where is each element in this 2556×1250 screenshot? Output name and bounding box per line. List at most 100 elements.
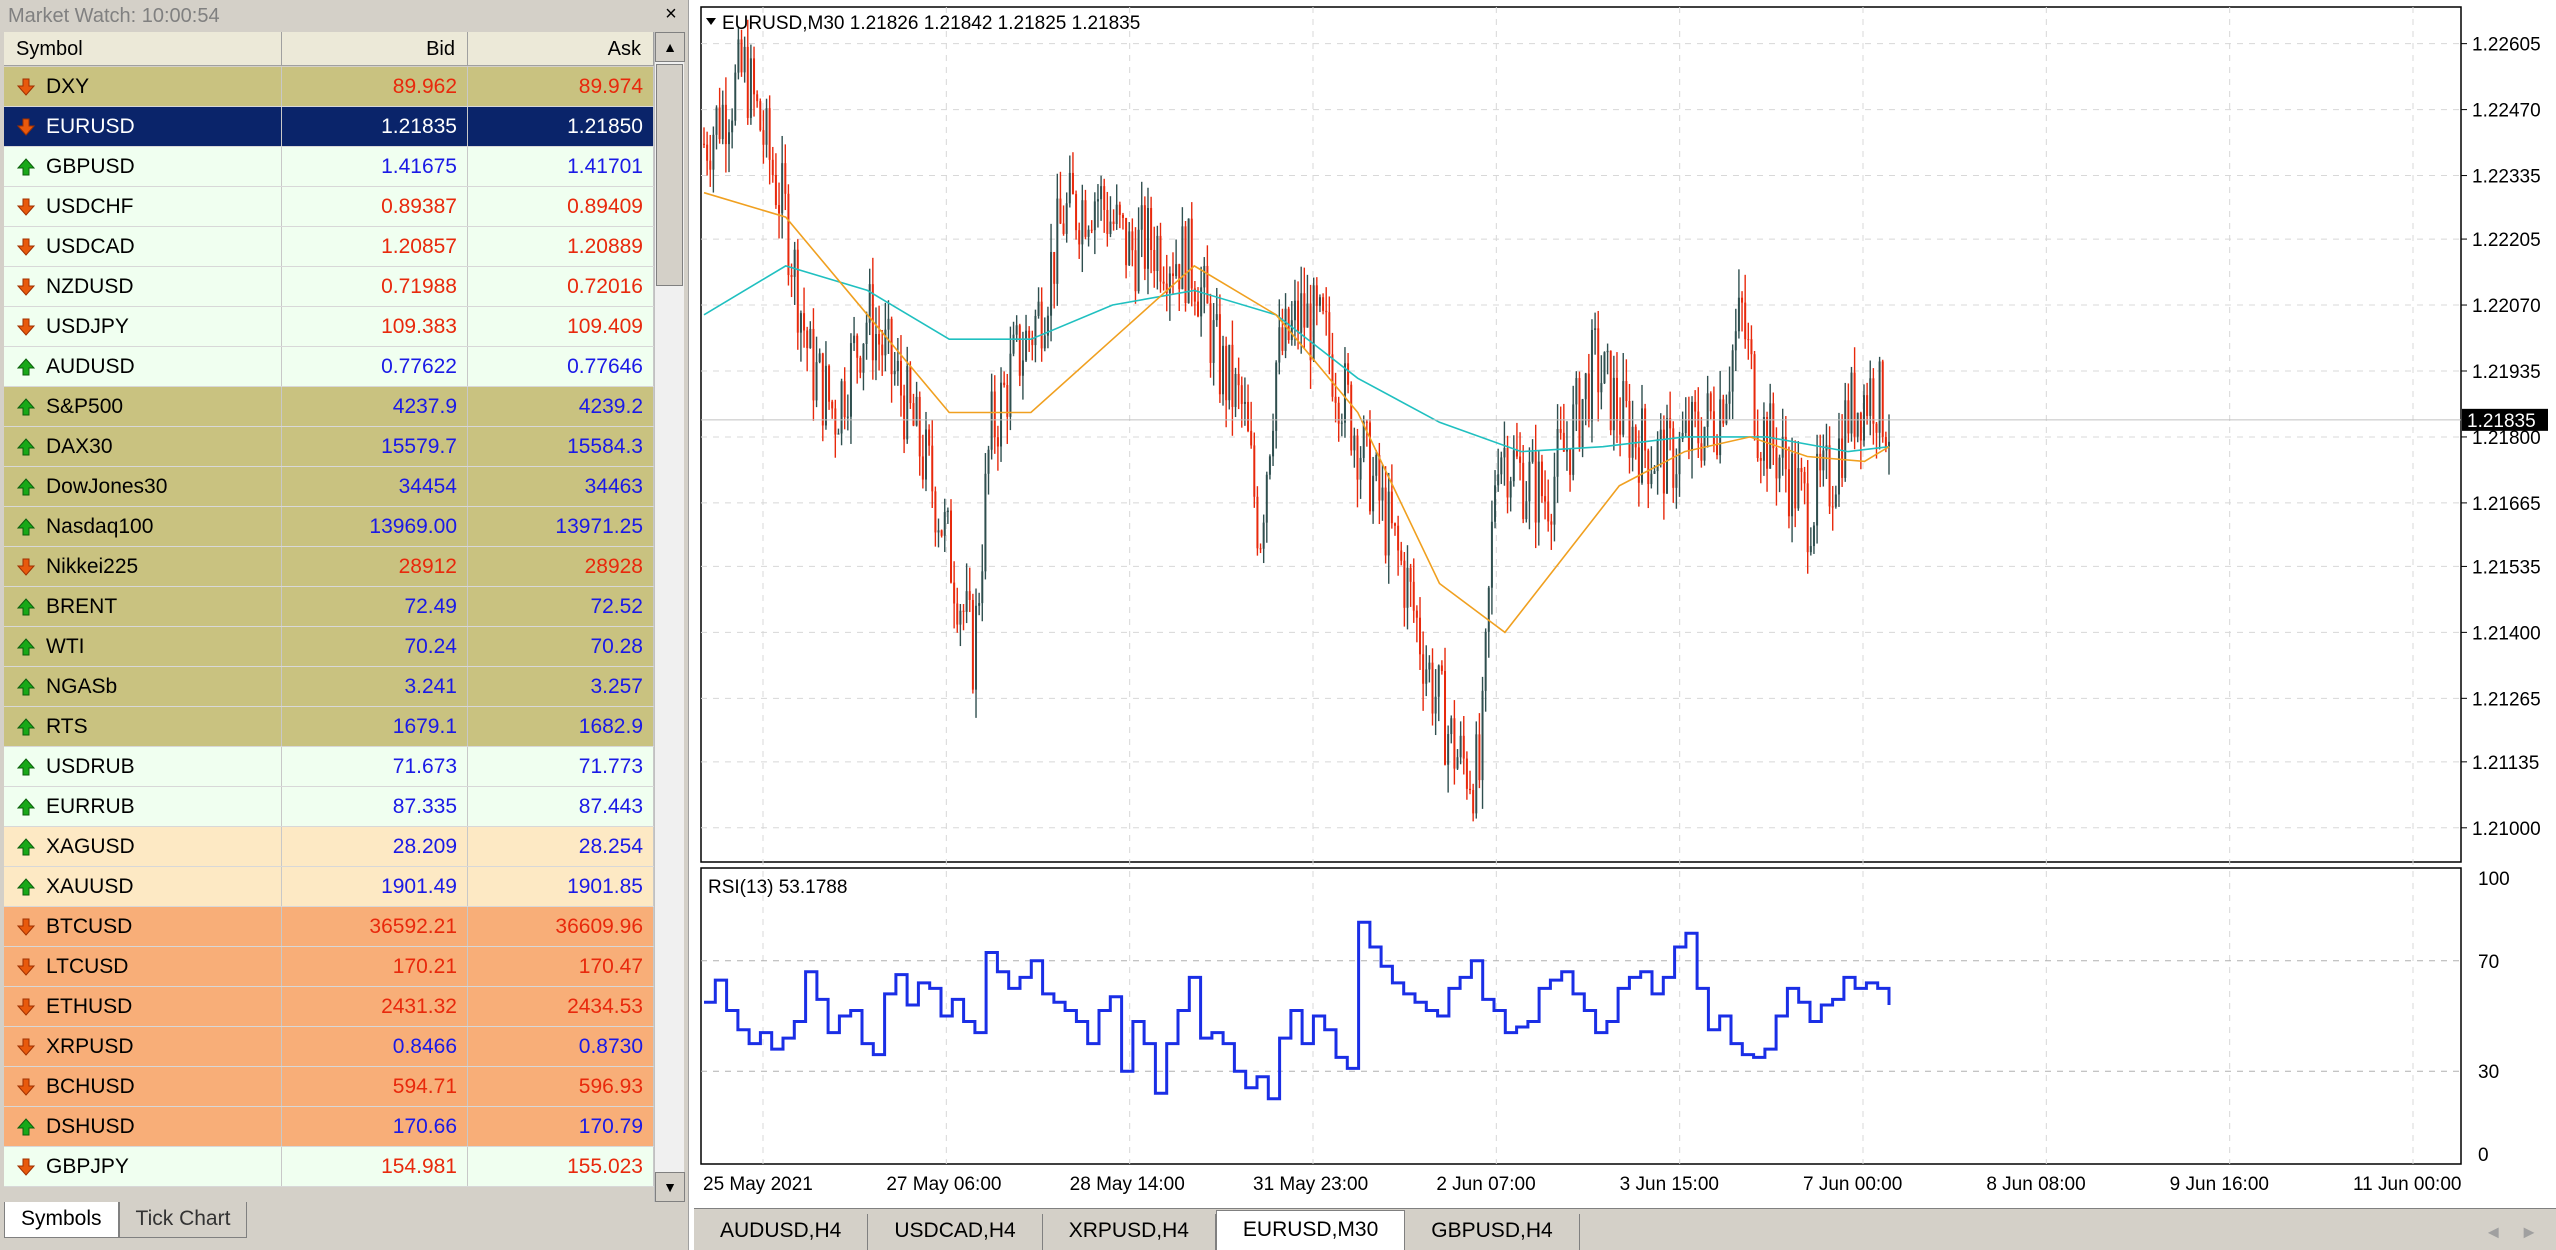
chart-tab-usdcad-h4[interactable]: USDCAD,H4 [868,1214,1043,1250]
market-watch-row[interactable]: USDRUB 71.673 71.773 [4,747,654,787]
chart-window[interactable]: 1.22605 1.22470 1.22335 1.22205 1.22070 1.219… [694,0,2556,1208]
ask-cell: 1.20889 [468,227,654,266]
close-icon[interactable]: × [665,3,677,25]
candle-body [950,510,953,583]
candle-body [1850,372,1853,434]
market-watch-row[interactable]: BRENT 72.49 72.52 [4,587,654,627]
candle-body [1121,214,1124,218]
market-watch-row[interactable]: Nikkei225 28912 28928 [4,547,654,587]
market-watch-row[interactable]: DowJones30 34454 34463 [4,467,654,507]
scroll-up-icon[interactable]: ▲ [655,32,685,62]
market-watch-row[interactable]: USDCHF 0.89387 0.89409 [4,187,654,227]
column-header-bid[interactable]: Bid [282,32,468,65]
candle-body [1769,403,1772,469]
market-watch-row[interactable]: EURRUB 87.335 87.443 [4,787,654,827]
candle-body [1622,381,1625,435]
candle-body [1719,399,1722,456]
tab-symbols[interactable]: Symbols [4,1202,119,1238]
bid-cell: 15579.7 [282,427,468,466]
candle-body [1700,443,1703,461]
candle-body [1753,354,1756,436]
candle-body [840,381,843,434]
ask-cell: 0.72016 [468,267,654,306]
market-watch-row[interactable]: USDJPY 109.383 109.409 [4,307,654,347]
tab-scroll-left-icon[interactable]: ◄ [2484,1222,2503,1242]
scroll-thumb[interactable] [656,64,683,286]
chart-tab-xrpusd-h4[interactable]: XRPUSD,H4 [1042,1214,1216,1250]
candle-body [1522,462,1525,520]
candle-body [1525,501,1528,520]
symbol-cell: RTS [4,707,282,746]
market-watch-row[interactable]: NZDUSD 0.71988 0.72016 [4,267,654,307]
symbol-cell: USDJPY [4,307,282,346]
market-watch-row[interactable]: DXY 89.962 89.974 [4,67,654,107]
candle-body [803,313,806,331]
candle-body [1343,363,1346,423]
candle-body [737,39,740,73]
market-watch-row[interactable]: BTCUSD 36592.21 36609.96 [4,907,654,947]
vertical-scrollbar[interactable]: ▲ ▼ [654,32,685,1202]
candle-body [1340,422,1343,424]
market-watch-row[interactable]: XAGUSD 28.209 28.254 [4,827,654,867]
arrow-up-icon [16,877,36,895]
bid-cell: 1679.1 [282,707,468,746]
scroll-down-icon[interactable]: ▼ [655,1172,685,1202]
column-header-ask[interactable]: Ask [468,32,654,65]
market-watch-row[interactable]: EURUSD 1.21835 1.21850 [4,107,654,147]
chart-tab-gbpusd-h4[interactable]: GBPUSD,H4 [1405,1214,1580,1250]
tab-scroll-right-icon[interactable]: ► [2520,1222,2538,1242]
current-price-box [2462,408,2548,431]
market-watch-row[interactable]: LTCUSD 170.21 170.47 [4,947,654,987]
market-watch-row[interactable]: XRPUSD 0.8466 0.8730 [4,1027,654,1067]
market-watch-row[interactable]: S&P500 4237.9 4239.2 [4,387,654,427]
bid-cell: 170.21 [282,947,468,986]
market-watch-tabs: Symbols Tick Chart [4,1202,684,1238]
market-watch-row[interactable]: Nasdaq100 13969.00 13971.25 [4,507,654,547]
candle-body [1837,438,1840,495]
market-watch-row[interactable]: DSHUSD 170.66 170.79 [4,1107,654,1147]
y-tick-label: 1.22605 [2472,35,2541,56]
rsi-tick-label: 0 [2478,1145,2489,1166]
candle-body [1734,331,1737,351]
y-tick-label: 1.21935 [2472,362,2541,383]
market-watch-row[interactable]: DAX30 15579.7 15584.3 [4,427,654,467]
candle-body [1716,444,1719,456]
arrow-down-icon [16,238,36,256]
market-watch-row[interactable]: AUDUSD 0.77622 0.77646 [4,347,654,387]
candle-body [1021,360,1024,376]
market-watch-row[interactable]: ETHUSD 2431.32 2434.53 [4,987,654,1027]
ask-cell: 89.974 [468,67,654,106]
arrow-down-icon [16,198,36,216]
candle-body [834,408,837,435]
candle-body [821,353,824,426]
candle-body [1218,314,1221,395]
market-watch-row[interactable]: BCHUSD 594.71 596.93 [4,1067,654,1107]
candle-body [1103,186,1106,210]
candle-body [887,318,890,330]
market-watch-row[interactable]: RTS 1679.1 1682.9 [4,707,654,747]
market-watch-row[interactable]: WTI 70.24 70.28 [4,627,654,667]
candle-body [1872,378,1875,424]
market-watch-row[interactable]: XAUUSD 1901.49 1901.85 [4,867,654,907]
candle-body [1303,293,1306,328]
bid-cell: 170.66 [282,1107,468,1146]
candle-body [1422,654,1425,684]
chart-tab-audusd-h4[interactable]: AUDUSD,H4 [694,1214,869,1250]
market-watch-row[interactable]: GBPUSD 1.41675 1.41701 [4,147,654,187]
column-header-symbol[interactable]: Symbol [4,32,282,65]
bid-cell: 4237.9 [282,387,468,426]
market-watch-row[interactable]: GBPJPY 154.981 155.023 [4,1147,654,1187]
tab-tick-chart[interactable]: Tick Chart [118,1202,248,1238]
market-watch-row[interactable]: NGASb 3.241 3.257 [4,667,654,707]
chart-tab-eurusd-m30[interactable]: EURUSD,M30 [1215,1210,1406,1250]
candle-body [784,163,787,194]
symbol-label: S&P500 [46,394,124,418]
arrow-down-icon [16,318,36,336]
price-chart[interactable]: 1.22605 1.22470 1.22335 1.22205 1.22070 1.219… [694,0,2556,1208]
candle-body [1031,337,1034,346]
market-watch-row[interactable]: USDCAD 1.20857 1.20889 [4,227,654,267]
symbol-cell: S&P500 [4,387,282,426]
candle-body [1162,281,1165,284]
candle-body [812,328,815,401]
candle-body [984,473,987,572]
